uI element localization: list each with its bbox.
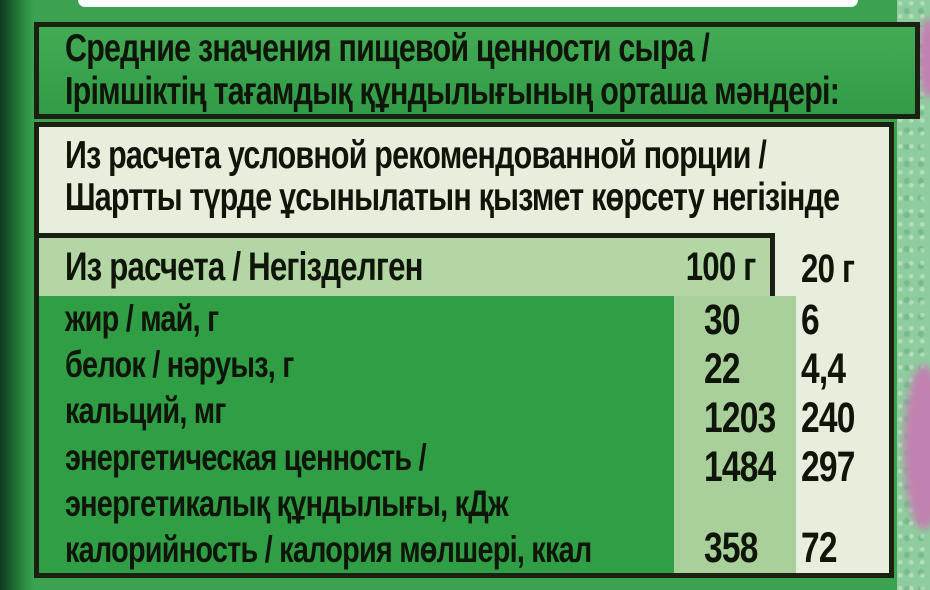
table-row: 6: [801, 296, 889, 345]
value-per-100g: 30: [704, 296, 741, 344]
avg-values-line-kz: Ірімшіктің тағамдық құндылығының орташа …: [65, 70, 915, 114]
per-20g-column: 20 г 6 4,4 240 297 72: [775, 233, 889, 573]
value-per-20g: 72: [801, 524, 838, 572]
portion-note-line-ru: Из расчета условной рекомендованной порц…: [65, 134, 889, 177]
value-per-100g: 358: [704, 524, 758, 572]
table-row: энергетикалық құндылығы, кДж: [65, 481, 674, 527]
column-100g-label: 100 г: [686, 244, 757, 289]
nutrition-panel: Из расчета условной рекомендованной порц…: [34, 122, 894, 578]
package-print-accent: [904, 365, 930, 530]
avg-values-text-ru: Средние значения пищевой ценности сыра /: [65, 27, 710, 70]
value-per-20g: 240: [801, 394, 855, 442]
per-20g-header: 20 г: [775, 233, 889, 301]
table-header-row: Из расчета / Негізделген 100 г: [39, 238, 770, 296]
avg-values-line-ru: Средние значения пищевой ценности сыра /: [65, 27, 915, 71]
package-fold-shadow: [0, 0, 34, 590]
table-row: жир / май, г: [65, 296, 674, 342]
table-row: [801, 492, 889, 524]
value-per-100g: 1203: [704, 394, 776, 442]
table-row: 30: [704, 296, 796, 345]
table-row: калорийность / калория мөлшері, ккал: [65, 527, 674, 573]
nutrient-label: жир / май, г: [65, 298, 219, 340]
column-basis-label: Из расчета / Негізделген: [65, 244, 424, 289]
table-row: 1203: [704, 394, 796, 443]
table-body: жир / май, г белок / нәруыз, г кальций, …: [39, 296, 796, 573]
portion-note: Из расчета условной рекомендованной порц…: [39, 127, 889, 241]
nutrient-label: энергетикалық құндылығы, кДж: [65, 482, 509, 524]
table-row: 22: [704, 345, 796, 394]
per-20g-values: 6 4,4 240 297 72: [775, 296, 889, 573]
table-row: 240: [801, 394, 889, 443]
nutrient-labels-column: жир / май, г белок / нәруыз, г кальций, …: [39, 296, 674, 573]
avg-values-header: Средние значения пищевой ценности сыра /…: [34, 22, 920, 119]
column-20g-label: 20 г: [801, 247, 855, 291]
portion-note-text-ru: Из расчета условной рекомендованной порц…: [65, 134, 767, 177]
value-per-20g: 4,4: [801, 345, 846, 393]
table-row: энергетическая ценность /: [65, 435, 674, 481]
package-top-edge: [78, 0, 858, 7]
nutrient-label: калорийность / калория мөлшері, ккал: [65, 528, 592, 570]
table-row: 4,4: [801, 345, 889, 394]
per-100g-column: 30 22 1203 1484 358: [674, 296, 796, 573]
nutrition-table: Из расчета / Негізделген 100 г жир / май…: [39, 233, 796, 573]
nutrient-label: энергетическая ценность /: [65, 436, 427, 478]
table-row: 297: [801, 443, 889, 492]
nutrient-label: белок / нәруыз, г: [65, 344, 294, 386]
value-per-100g: 1484: [704, 443, 776, 491]
nutrient-label: кальций, мг: [65, 390, 226, 432]
table-row: 358: [704, 524, 796, 573]
table-row: белок / нәруыз, г: [65, 342, 674, 388]
value-per-20g: 6: [801, 296, 820, 344]
value-per-20g: 297: [801, 443, 855, 491]
avg-values-text-kz: Ірімшіктің тағамдық құндылығының орташа …: [65, 70, 840, 113]
value-per-100g: 22: [704, 345, 741, 393]
table-row: кальций, мг: [65, 388, 674, 434]
table-row: 1484: [704, 443, 796, 492]
portion-note-line-kz: Шартты түрде ұсынылатын қызмет көрсету н…: [65, 176, 889, 219]
table-row: 72: [801, 524, 889, 573]
package-print-accent: [918, 18, 930, 98]
portion-note-text-kz: Шартты түрде ұсынылатын қызмет көрсету н…: [65, 176, 840, 219]
